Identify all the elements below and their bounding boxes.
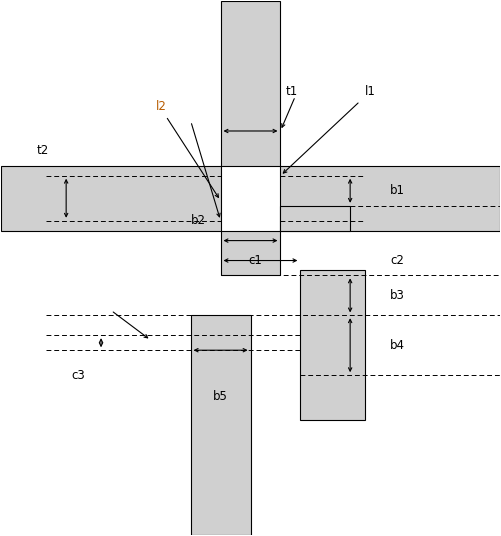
Text: c3: c3 — [71, 369, 85, 382]
Bar — [281, 166, 499, 230]
Text: c2: c2 — [390, 254, 404, 267]
Text: t1: t1 — [286, 85, 298, 98]
Text: b1: b1 — [390, 184, 405, 197]
Bar — [281, 206, 350, 230]
Bar — [220, 2, 281, 166]
Bar — [220, 230, 281, 276]
Text: b2: b2 — [191, 214, 205, 227]
Bar — [2, 166, 220, 230]
Bar — [191, 315, 250, 534]
Text: b3: b3 — [390, 289, 405, 302]
Text: l2: l2 — [156, 100, 167, 113]
Text: t2: t2 — [36, 144, 49, 158]
Text: b4: b4 — [390, 339, 405, 352]
Text: c1: c1 — [248, 254, 263, 267]
Text: b5: b5 — [213, 390, 228, 403]
Text: l1: l1 — [365, 85, 376, 98]
Bar — [300, 271, 365, 420]
